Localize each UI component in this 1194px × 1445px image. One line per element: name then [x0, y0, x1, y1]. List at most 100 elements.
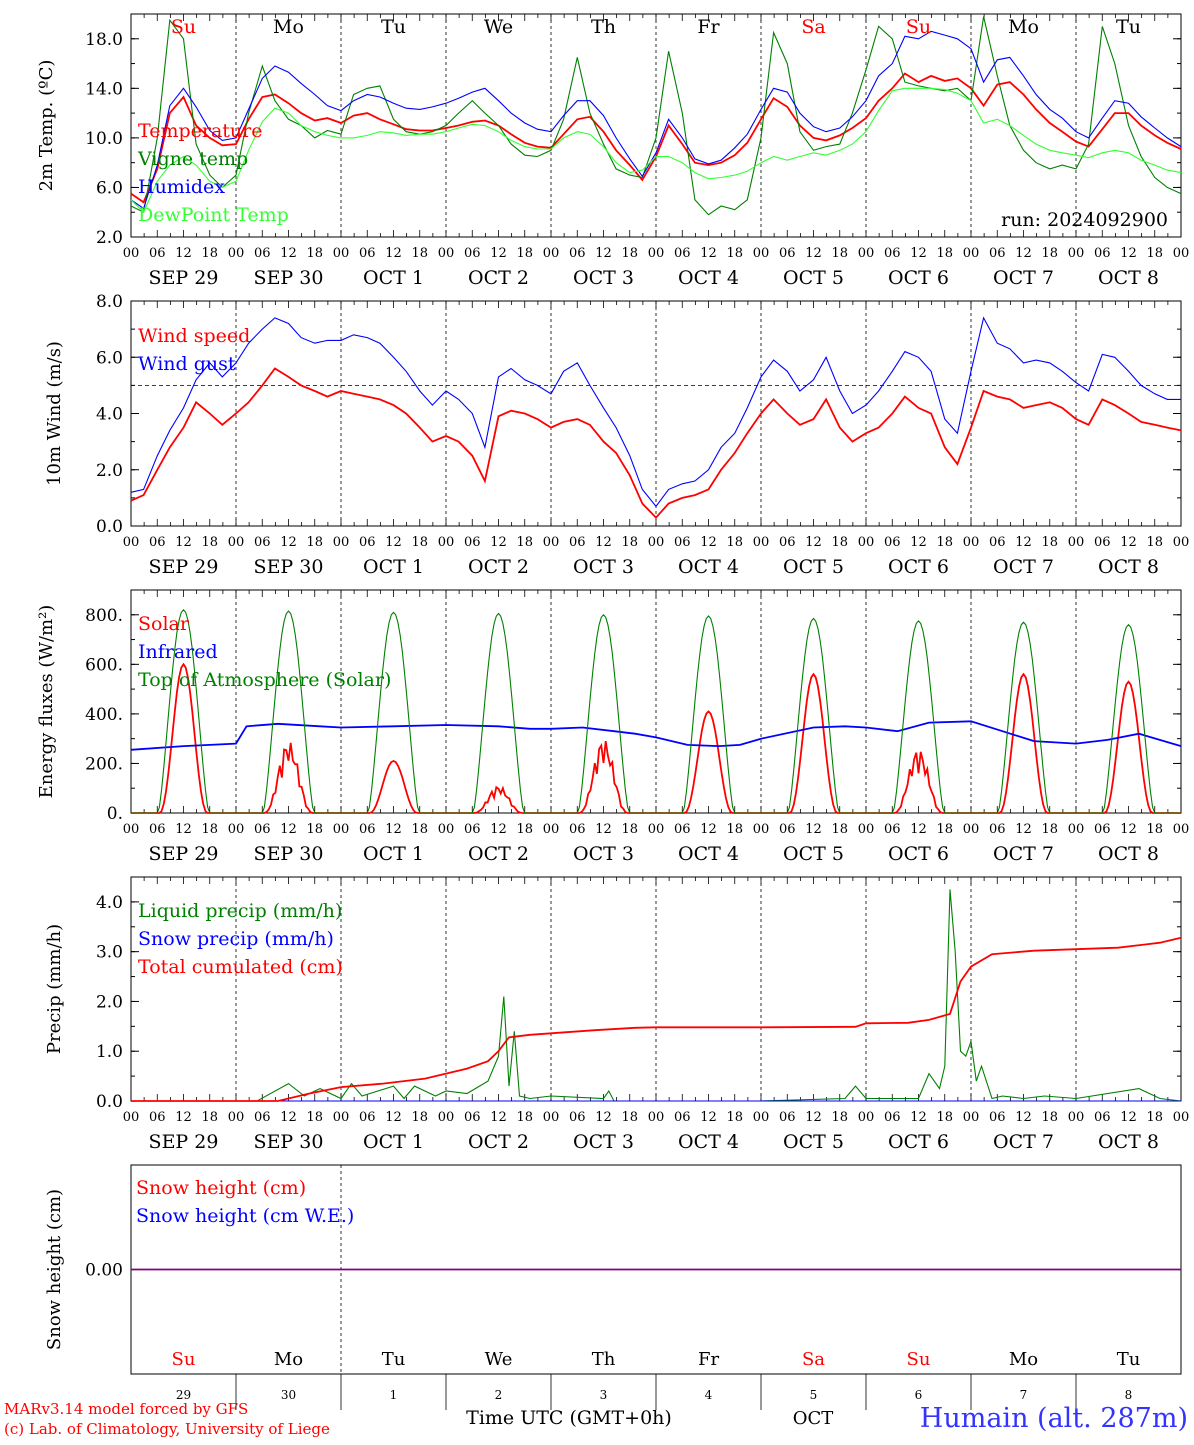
y-tick-label: 0.0 [96, 1092, 123, 1112]
hour-tick-label: 12 [700, 535, 717, 550]
hour-tick-label: 00 [123, 535, 140, 550]
day-name-top: Sa [801, 16, 825, 38]
hour-tick-label: 12 [280, 822, 297, 837]
hour-tick-label: 18 [726, 822, 743, 837]
hour-tick-label: 12 [700, 1110, 717, 1125]
y-tick-label: 0.00 [85, 1261, 123, 1281]
hour-tick-label: 06 [884, 535, 901, 550]
hour-tick-label: 12 [700, 246, 717, 261]
day-name-bottom: Sa [802, 1349, 825, 1370]
hour-tick-label: 12 [805, 535, 822, 550]
date-label: OCT 6 [888, 556, 949, 578]
hour-tick-label: 18 [516, 1110, 533, 1125]
hour-tick-label: 12 [280, 246, 297, 261]
day-name-top: Mo [273, 16, 304, 38]
date-label: OCT 6 [888, 843, 949, 865]
panel-1 [130, 13, 1182, 238]
hour-tick-label: 18 [1146, 535, 1163, 550]
y-tick-label: 200. [85, 754, 123, 774]
hour-tick-label: 00 [123, 246, 140, 261]
hour-tick-label: 18 [411, 1110, 428, 1125]
day-number: 29 [176, 1388, 191, 1402]
hour-tick-label: 00 [543, 822, 560, 837]
hour-tick-label: 00 [753, 246, 770, 261]
hour-tick-label: 00 [1068, 1110, 1085, 1125]
series-line-top-of-atmosphere-solar- [131, 608, 1181, 814]
y-tick-label: 10.0 [85, 129, 123, 149]
hour-tick-label: 12 [1015, 246, 1032, 261]
y-tick-label: 4.0 [96, 893, 123, 913]
date-label: OCT 5 [783, 843, 844, 865]
hour-tick-label: 00 [333, 822, 350, 837]
hour-tick-label: 12 [910, 535, 927, 550]
day-name-bottom: Mo [274, 1349, 303, 1370]
hour-tick-label: 18 [621, 1110, 638, 1125]
hour-tick-label: 00 [648, 535, 665, 550]
hour-tick-label: 00 [858, 246, 875, 261]
hour-tick-label: 00 [753, 822, 770, 837]
y-tick-label: 800. [85, 606, 123, 626]
y-tick-label: 0.0 [96, 517, 123, 537]
legend-entry: Wind speed [138, 325, 250, 347]
hour-tick-label: 12 [910, 1110, 927, 1125]
hour-tick-label: 18 [621, 246, 638, 261]
hour-tick-label: 18 [726, 246, 743, 261]
hour-tick-label: 00 [963, 1110, 980, 1125]
y-tick-label: 4.0 [96, 405, 123, 425]
hour-tick-label: 00 [438, 822, 455, 837]
hour-tick-label: 18 [936, 822, 953, 837]
y-axis-label: 10m Wind (m/s) [44, 341, 65, 486]
hour-tick-label: 12 [700, 822, 717, 837]
hour-tick-label: 18 [201, 246, 218, 261]
hour-tick-label: 18 [306, 1110, 323, 1125]
station-label: Humain (alt. 287m) [920, 1403, 1188, 1434]
hour-tick-label: 06 [884, 246, 901, 261]
series-line-vigne-temp [130, 16, 1182, 216]
date-label: SEP 30 [254, 556, 324, 578]
hour-tick-label: 12 [1120, 246, 1137, 261]
hour-tick-label: 06 [779, 822, 796, 837]
hour-tick-label: 18 [411, 822, 428, 837]
hour-tick-label: 00 [1173, 535, 1190, 550]
y-tick-label: 6.0 [96, 178, 123, 198]
day-name-top: We [484, 16, 513, 38]
hour-tick-label: 06 [464, 246, 481, 261]
hour-tick-label: 06 [359, 1110, 376, 1125]
hour-tick-label: 06 [674, 1110, 691, 1125]
hour-tick-label: 00 [228, 1110, 245, 1125]
day-name-bottom: Mo [1009, 1349, 1038, 1370]
hour-tick-label: 00 [543, 246, 560, 261]
hour-tick-label: 06 [989, 535, 1006, 550]
hour-tick-label: 12 [490, 535, 507, 550]
hour-tick-label: 00 [333, 535, 350, 550]
hour-tick-label: 18 [936, 246, 953, 261]
hour-tick-label: 06 [989, 1110, 1006, 1125]
hour-tick-label: 12 [280, 535, 297, 550]
hour-tick-label: 00 [438, 535, 455, 550]
legend-entry: Infrared [138, 641, 218, 663]
hour-tick-label: 06 [254, 1110, 271, 1125]
hour-tick-label: 18 [831, 246, 848, 261]
hour-tick-label: 18 [1041, 246, 1058, 261]
hour-tick-label: 06 [254, 822, 271, 837]
hour-tick-label: 06 [569, 1110, 586, 1125]
hour-tick-label: 12 [595, 1110, 612, 1125]
y-axis-label: Precip (mm/h) [44, 924, 65, 1054]
y-axis-label: Snow height (cm) [44, 1189, 65, 1350]
legend-entry: Snow height (cm W.E.) [136, 1205, 354, 1227]
y-tick-label: 0. [107, 804, 123, 824]
legend-entry: Temperature [138, 120, 262, 142]
hour-tick-label: 12 [910, 246, 927, 261]
hour-tick-label: 00 [648, 822, 665, 837]
hour-tick-label: 18 [516, 246, 533, 261]
date-label: OCT 6 [888, 267, 949, 289]
y-axis-label: Energy fluxes (W/m²) [36, 605, 57, 799]
hour-tick-label: 12 [805, 1110, 822, 1125]
day-name-bottom: Su [172, 1349, 196, 1370]
hour-tick-label: 18 [726, 1110, 743, 1125]
date-label: OCT 2 [468, 843, 529, 865]
panel-2 [130, 300, 1182, 527]
panel-3 [130, 589, 1182, 814]
y-tick-label: 400. [85, 705, 123, 725]
legend-entry: Solar [138, 613, 190, 635]
